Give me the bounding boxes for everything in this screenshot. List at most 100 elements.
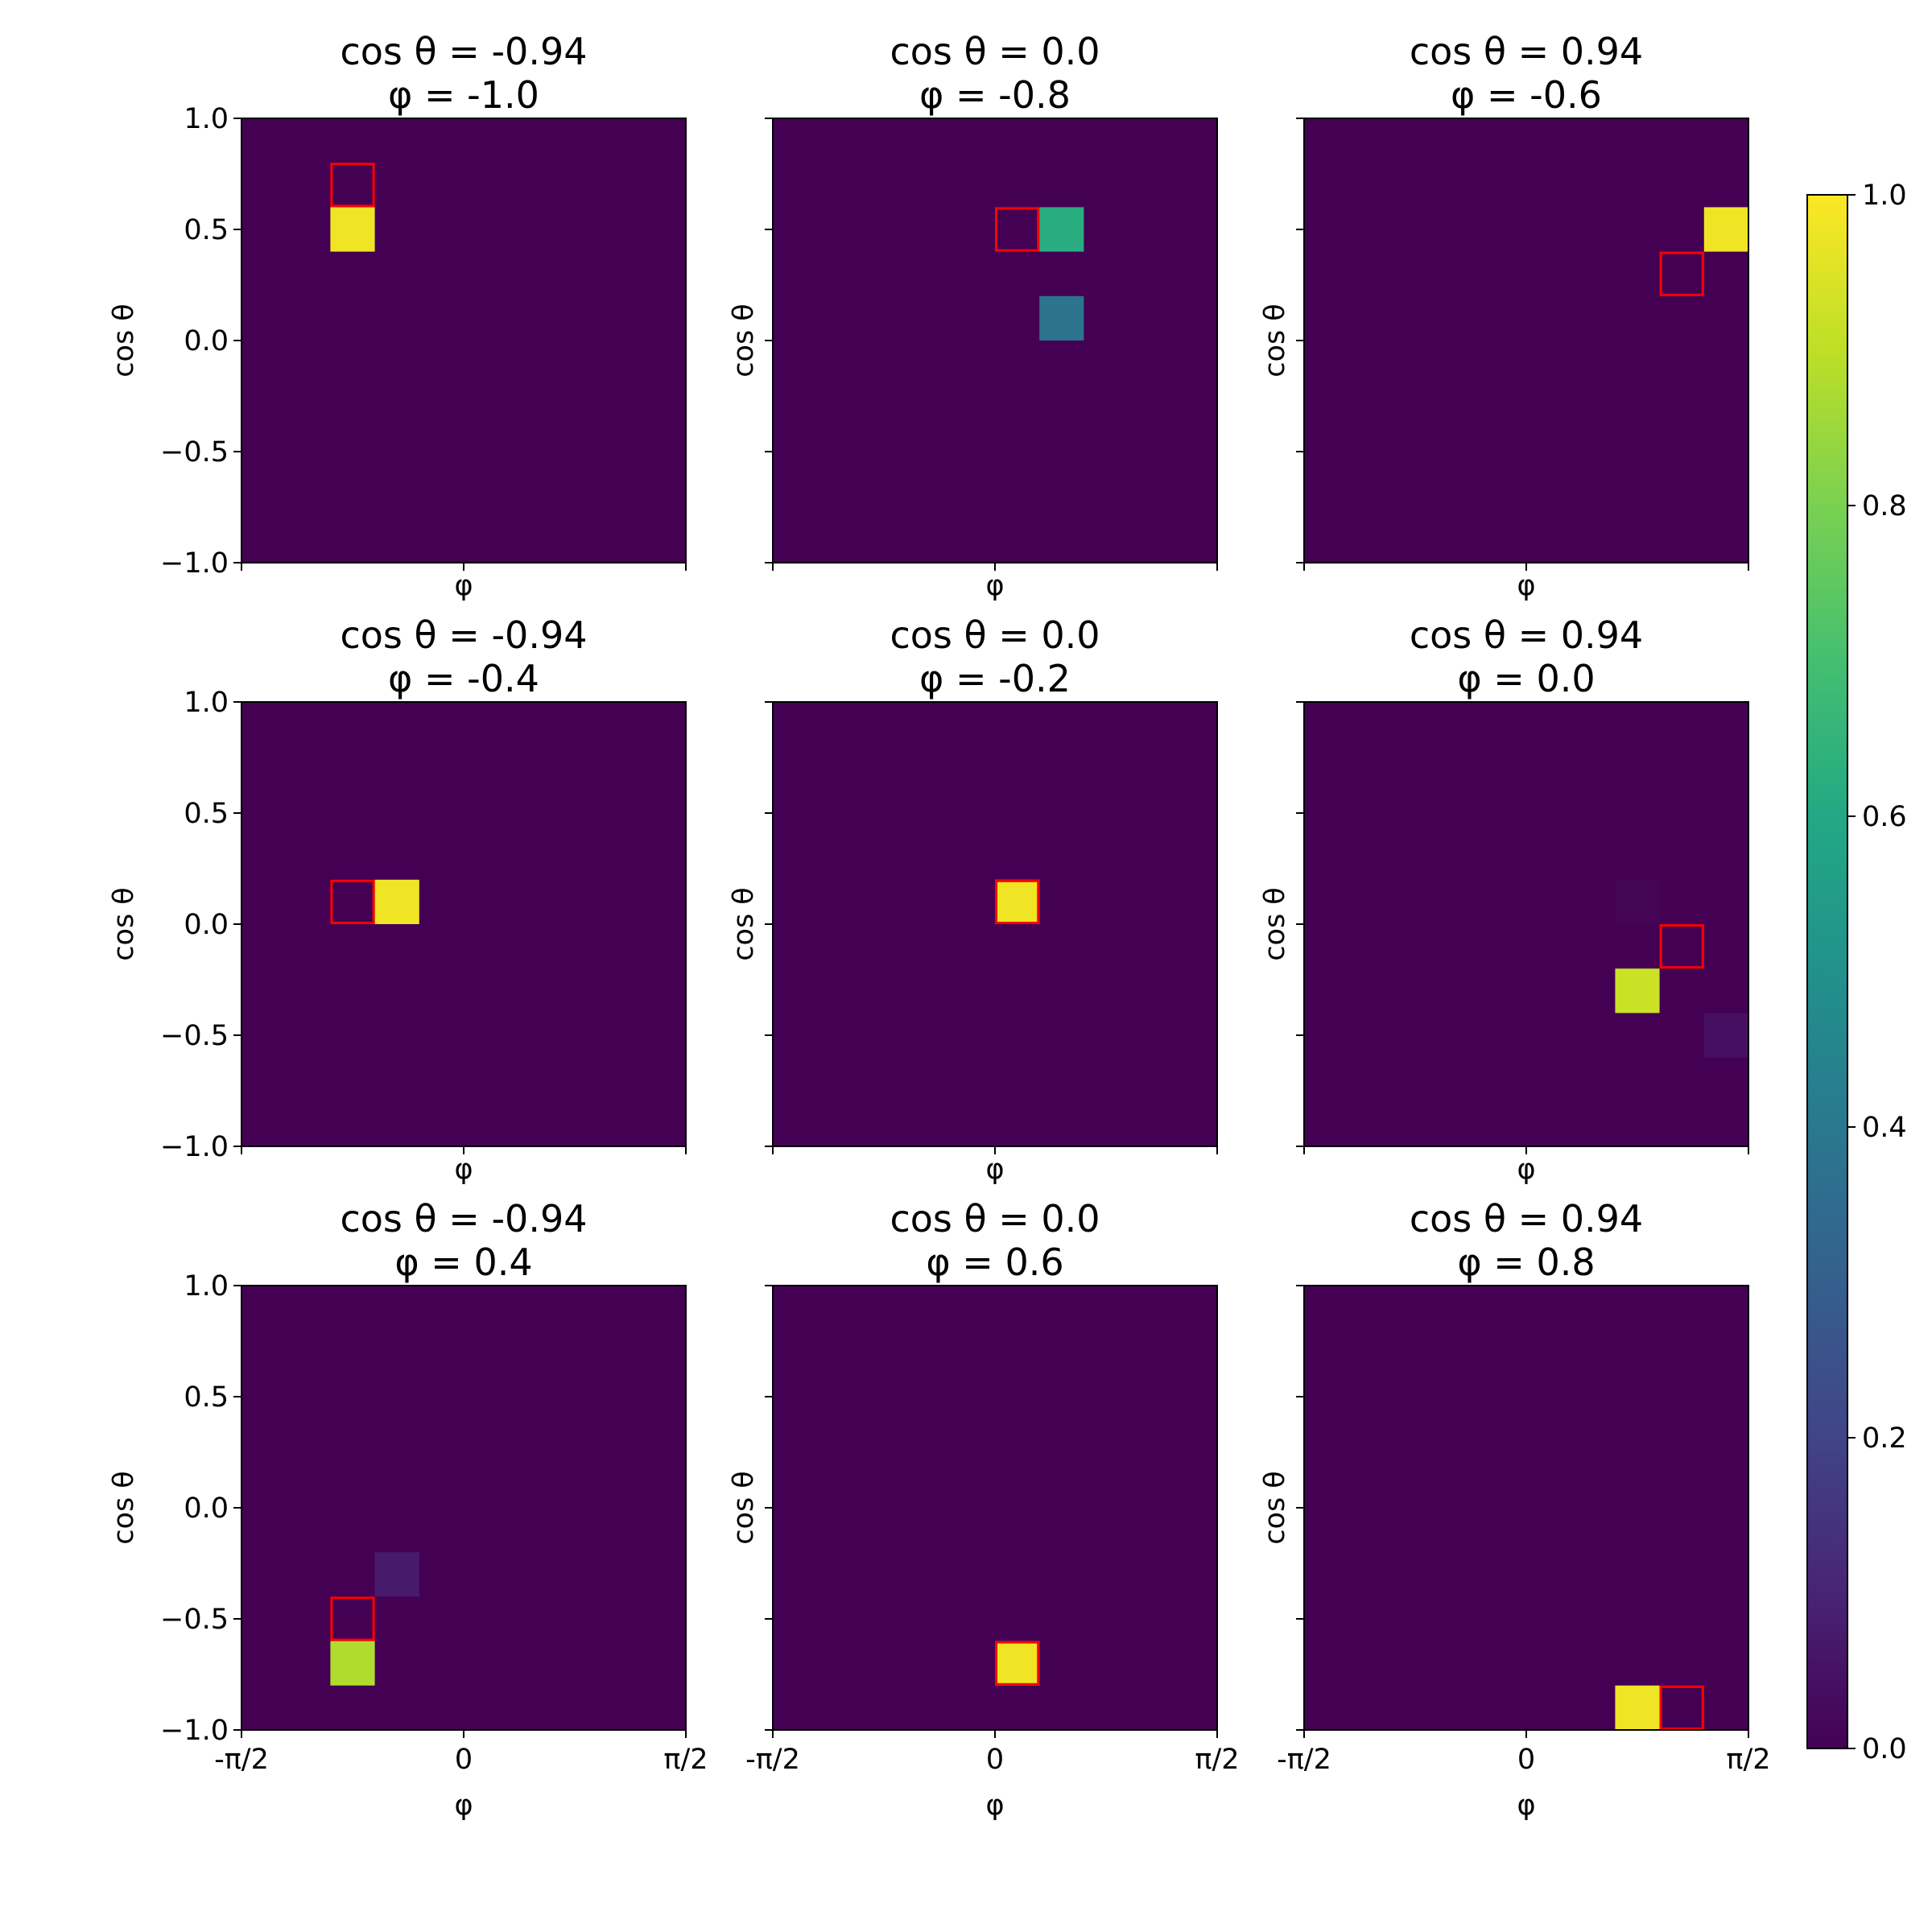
y-axis-label: cos θ bbox=[108, 887, 140, 960]
y-axis-label: cos θ bbox=[1259, 1471, 1291, 1544]
y-tick-label: −1.0 bbox=[160, 1715, 229, 1747]
panel-8: cos θ = 0.0φ = 0.6 -π/2 0 π/2 φ cos θ bbox=[728, 1197, 1240, 1822]
y-tick-label: 0.0 bbox=[184, 909, 229, 941]
x-tick-label: 0 bbox=[455, 1744, 473, 1776]
y-tick-label: 0.0 bbox=[184, 325, 229, 357]
heatmap-cell bbox=[374, 1552, 419, 1597]
panel-title-line2: φ = 0.8 bbox=[1457, 1241, 1595, 1284]
heatmap-cell bbox=[1615, 1685, 1660, 1730]
highlight-box bbox=[995, 1641, 1040, 1686]
x-axis-label: φ bbox=[985, 570, 1004, 602]
panel-title-line1: cos θ = 0.0 bbox=[890, 30, 1100, 73]
heatmap-cell bbox=[1039, 207, 1084, 252]
highlight-box bbox=[1659, 251, 1704, 296]
heatmap-background bbox=[242, 1286, 686, 1730]
heatmap-cell bbox=[1039, 295, 1084, 341]
y-tick-label: 0.0 bbox=[184, 1492, 229, 1525]
colorbar-tick-label: 0.2 bbox=[1862, 1422, 1907, 1455]
panel-7: cos θ = -0.94φ = 0.4 −1.0 −0.5 0.0 0.5 1.0 -π/… bbox=[108, 1197, 708, 1822]
heatmap-cell bbox=[995, 879, 1040, 924]
panel-title-line1: cos θ = -0.94 bbox=[341, 1197, 588, 1241]
heatmap-cell bbox=[1615, 879, 1660, 924]
highlight-box bbox=[995, 207, 1040, 252]
y-axis-label: cos θ bbox=[728, 887, 760, 960]
colorbar-tick-label: 0.4 bbox=[1862, 1112, 1907, 1144]
y-tick-label: 1.0 bbox=[184, 1270, 229, 1302]
panel-1: cos θ = -0.94φ = -1.0 −1.0 −0.5 0.0 0.5 1.0 φ c… bbox=[108, 30, 687, 602]
y-axis-label: cos θ bbox=[728, 1471, 760, 1544]
y-tick-label: 1.0 bbox=[184, 687, 229, 719]
y-axis-label: cos θ bbox=[728, 303, 760, 377]
panel-6: cos θ = 0.94φ = 0.0 φ cos θ bbox=[1259, 613, 1749, 1186]
colorbar: 0.0 0.2 0.4 0.6 0.8 1.0 bbox=[1806, 180, 1907, 1765]
colorbar-fill bbox=[1807, 195, 1847, 1748]
x-axis-label: φ bbox=[454, 1790, 473, 1822]
heatmap-cell bbox=[330, 207, 375, 252]
y-axis-label: cos θ bbox=[1259, 303, 1291, 377]
x-axis-label: φ bbox=[985, 1154, 1004, 1186]
panel-2: cos θ = 0.0φ = -0.8 φ cos θ bbox=[728, 30, 1218, 602]
panel-4: cos θ = -0.94φ = -0.4 −1.0 −0.5 0.0 0.5 1.0 φ c… bbox=[108, 613, 687, 1186]
x-tick-label: π/2 bbox=[663, 1744, 708, 1776]
heatmap-cell bbox=[330, 1641, 375, 1686]
x-tick-label: -π/2 bbox=[1277, 1744, 1331, 1776]
panel-3: cos θ = 0.94φ = -0.6 φ cos θ bbox=[1259, 30, 1749, 602]
highlight-box bbox=[1659, 924, 1704, 969]
colorbar-tick-label: 0.0 bbox=[1862, 1733, 1907, 1765]
heatmap-background bbox=[242, 118, 686, 563]
y-tick-label: −0.5 bbox=[160, 436, 229, 469]
colorbar-tick-label: 0.6 bbox=[1862, 801, 1907, 833]
colorbar-tick-label: 1.0 bbox=[1862, 180, 1907, 212]
panel-title-line2: φ = 0.6 bbox=[926, 1241, 1063, 1284]
heatmap-cell bbox=[995, 1641, 1040, 1686]
y-tick-label: 1.0 bbox=[184, 103, 229, 135]
heatmap-background bbox=[1304, 118, 1748, 563]
panel-title-line1: cos θ = 0.94 bbox=[1410, 613, 1643, 657]
y-tick-label: 0.5 bbox=[184, 798, 229, 830]
panel-title-line2: φ = -0.2 bbox=[919, 657, 1071, 700]
panel-title-line2: φ = 0.0 bbox=[1457, 657, 1595, 700]
panel-5: cos θ = 0.0φ = -0.2 φ cos θ bbox=[728, 613, 1218, 1186]
panel-title-line1: cos θ = 0.94 bbox=[1410, 30, 1643, 73]
panel-9: cos θ = 0.94φ = 0.8 -π/2 0 π/2 φ cos θ bbox=[1259, 1197, 1771, 1822]
x-axis-label: φ bbox=[1517, 1154, 1535, 1186]
panel-title-line1: cos θ = 0.0 bbox=[890, 1197, 1100, 1241]
panel-title-line2: φ = -0.4 bbox=[388, 657, 539, 700]
y-tick-label: −0.5 bbox=[160, 1020, 229, 1052]
heatmap-cell bbox=[374, 879, 419, 924]
y-tick-label: −0.5 bbox=[160, 1604, 229, 1636]
y-axis-label: cos θ bbox=[108, 1471, 140, 1544]
panel-title-line1: cos θ = 0.94 bbox=[1410, 1197, 1643, 1241]
x-tick-label: -π/2 bbox=[745, 1744, 800, 1776]
panel-title-line1: cos θ = 0.0 bbox=[890, 613, 1100, 657]
highlight-box bbox=[330, 1596, 375, 1641]
heatmap-cell bbox=[1615, 968, 1660, 1013]
y-axis-label: cos θ bbox=[108, 303, 140, 377]
x-tick-label: π/2 bbox=[1726, 1744, 1770, 1776]
x-axis-label: φ bbox=[1517, 1790, 1535, 1822]
panels-grid: cos θ = -0.94φ = -1.0−1.0−0.50.00.51.0φc… bbox=[108, 30, 1771, 1822]
x-tick-label: 0 bbox=[986, 1744, 1004, 1776]
heatmap-background bbox=[242, 702, 686, 1146]
highlight-box bbox=[330, 163, 375, 208]
x-axis-label: φ bbox=[985, 1790, 1004, 1822]
x-tick-label: 0 bbox=[1517, 1744, 1535, 1776]
panel-title-line1: cos θ = -0.94 bbox=[341, 30, 588, 73]
y-tick-label: −1.0 bbox=[160, 547, 229, 580]
panel-title-line1: cos θ = -0.94 bbox=[341, 613, 588, 657]
panel-title-line2: φ = 0.4 bbox=[394, 1241, 532, 1284]
highlight-box bbox=[1659, 1685, 1704, 1731]
x-tick-label: -π/2 bbox=[214, 1744, 269, 1776]
y-tick-label: 0.5 bbox=[184, 214, 229, 246]
y-tick-label: 0.5 bbox=[184, 1381, 229, 1414]
x-tick-label: π/2 bbox=[1195, 1744, 1239, 1776]
heatmap-cell bbox=[1703, 1013, 1748, 1058]
highlight-box bbox=[330, 879, 375, 925]
colorbar-frame bbox=[1806, 194, 1848, 1749]
highlight-box bbox=[995, 879, 1040, 925]
panel-title-line2: φ = -1.0 bbox=[388, 73, 539, 117]
heatmap-background bbox=[773, 118, 1217, 563]
y-tick-label: −1.0 bbox=[160, 1131, 229, 1163]
heatmap-background bbox=[1304, 1286, 1748, 1730]
